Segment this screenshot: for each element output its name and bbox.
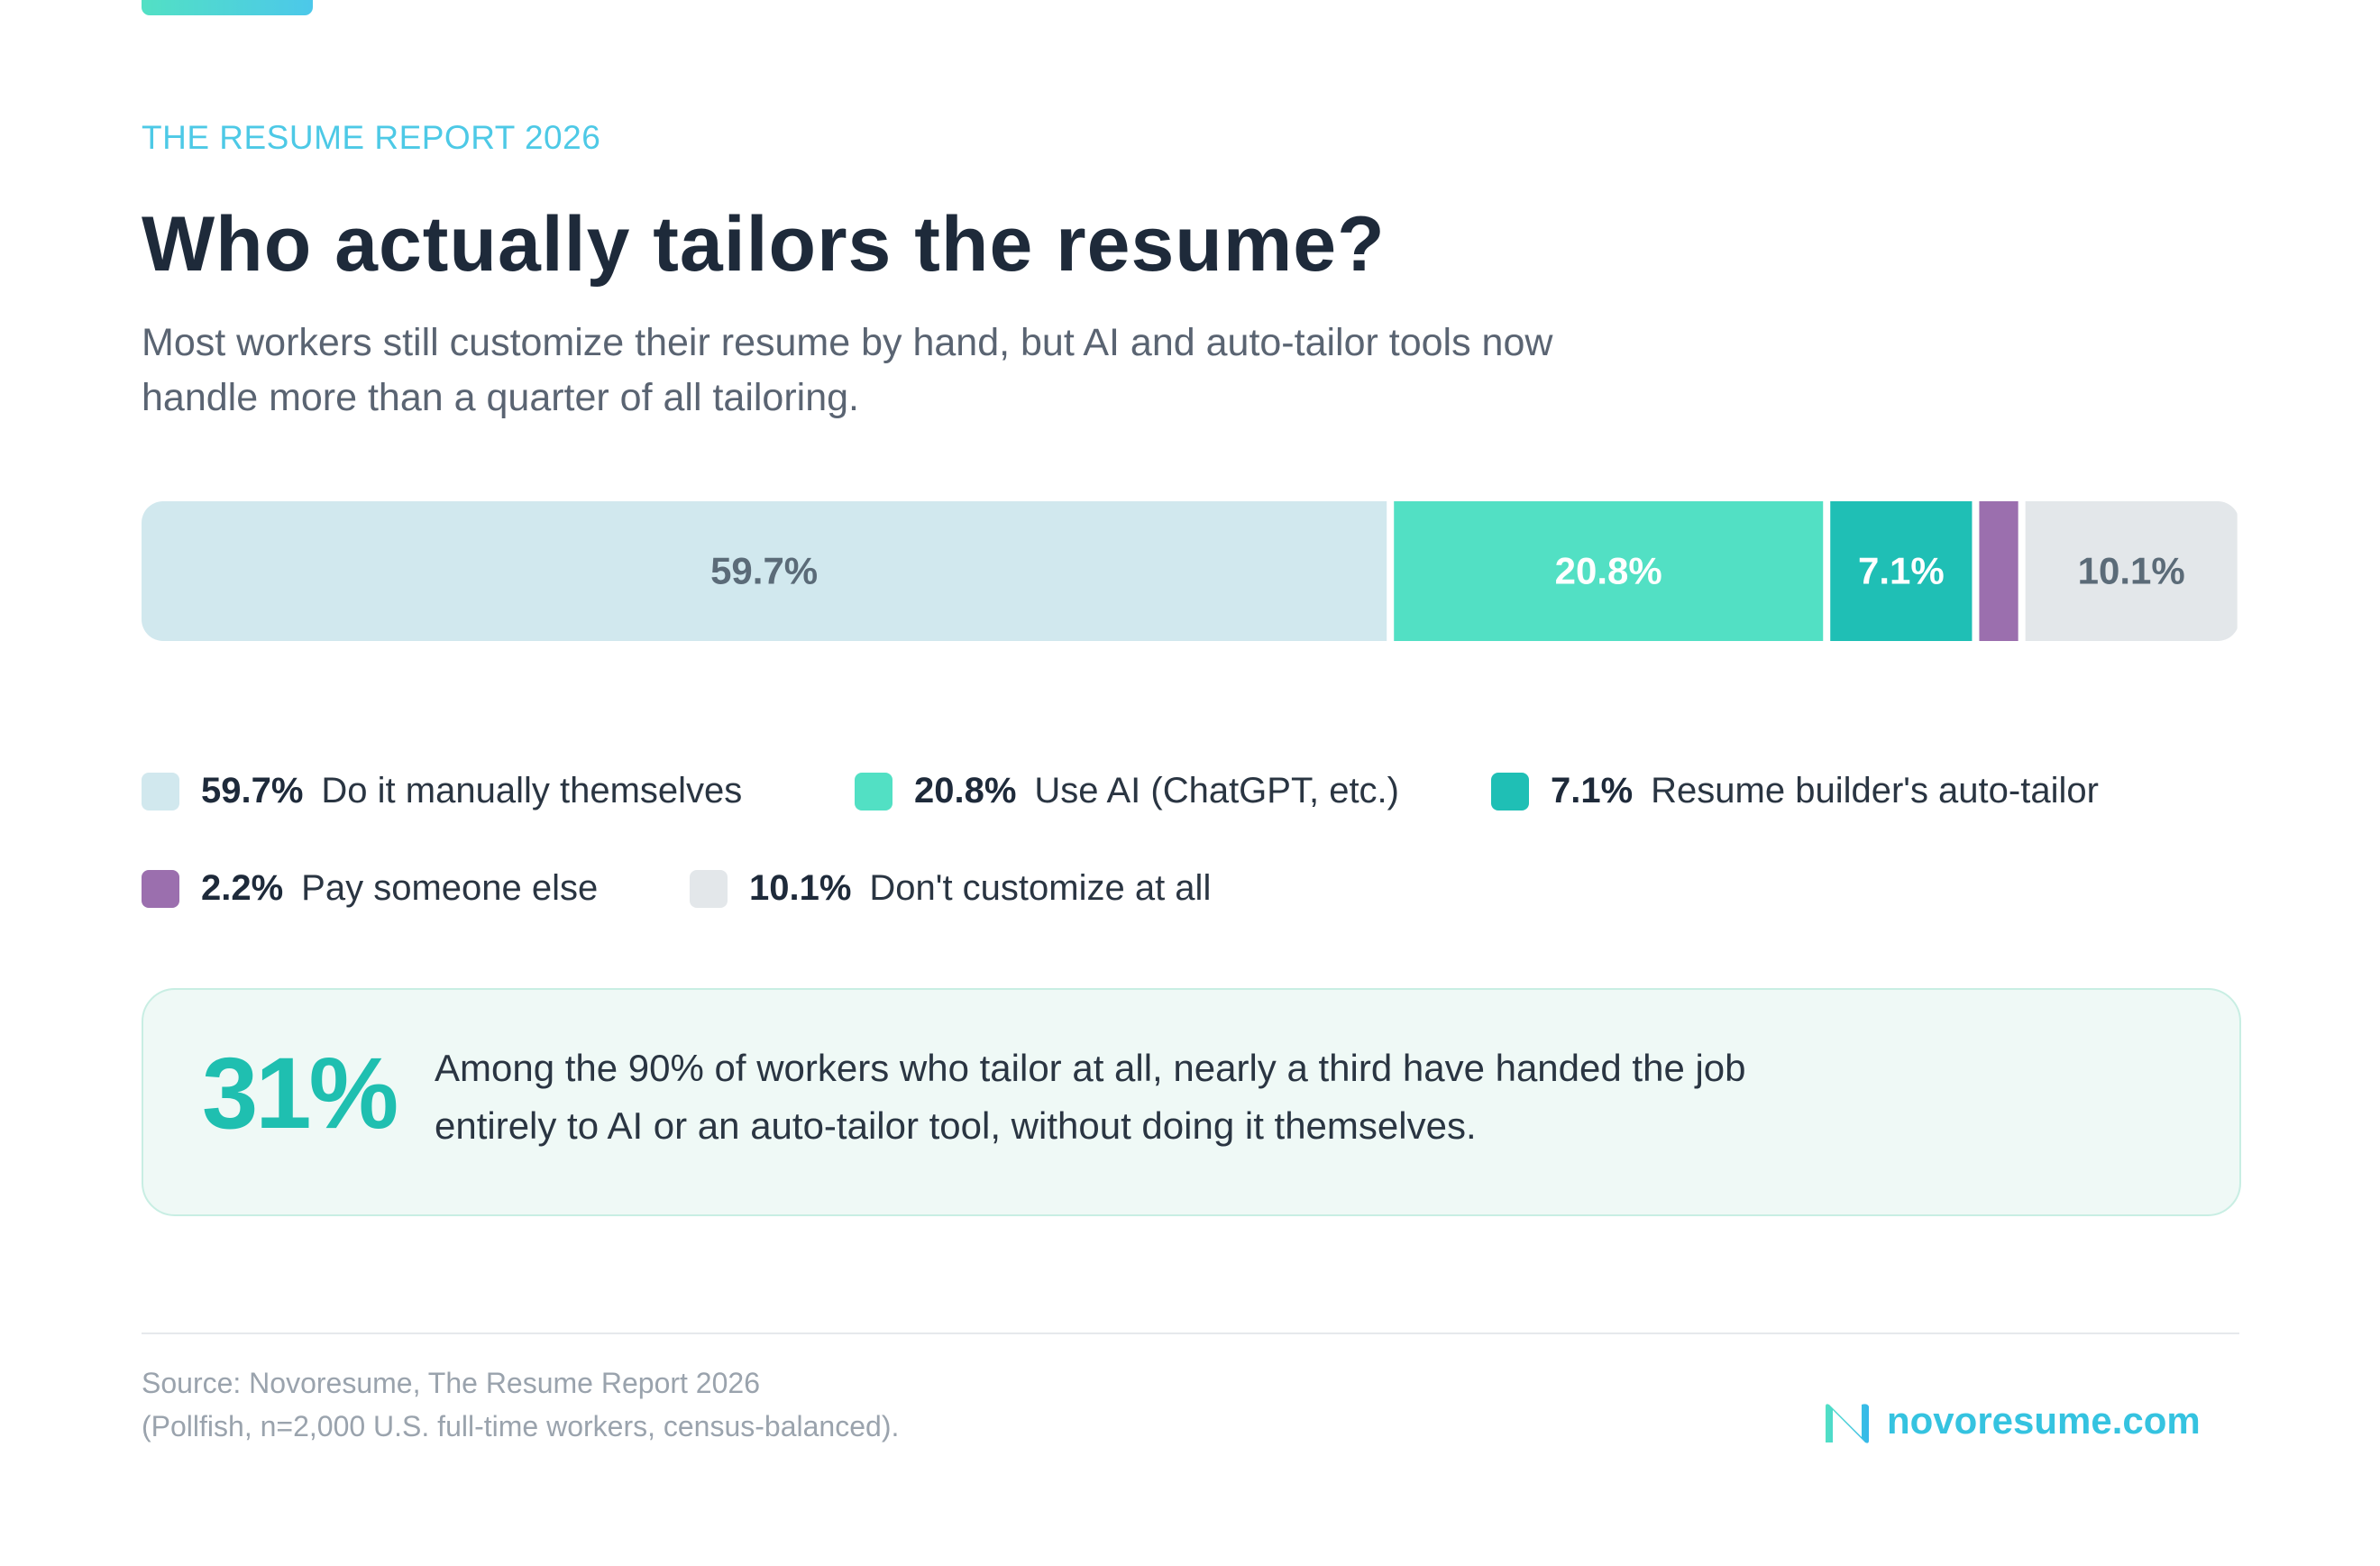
legend-label: Resume builder's auto-tailor [1651, 771, 2099, 810]
callout-text: Among the 90% of workers who tailor at a… [435, 1047, 1746, 1147]
bar-label: 20.8% [1555, 550, 1662, 592]
stacked-bar-chart: 59.7% 20.8% 7.1% 10.1% [142, 501, 2238, 641]
accent-bar [142, 0, 313, 15]
bar-segment [1830, 501, 1973, 641]
legend-value: 10.1% [749, 868, 852, 908]
bar-group [142, 501, 2238, 641]
legend-value: 2.2% [201, 868, 284, 908]
eyebrow: THE RESUME REPORT 2026 [142, 119, 601, 156]
callout-box [142, 988, 2241, 1216]
bar-segment [1394, 501, 1824, 641]
bar-label: 10.1% [2078, 550, 2185, 592]
bar-label: 7.1% [1858, 550, 1945, 592]
legend-label: Don't customize at all [869, 868, 1212, 908]
brand-name: novoresume.com [1887, 1399, 2201, 1442]
legend-item: 2.2% Pay someone else [142, 868, 598, 909]
subtitle: Most workers still customize their resum… [142, 321, 1553, 419]
divider [142, 1332, 2239, 1334]
bar-segment [1979, 501, 2018, 641]
legend-swatch [1491, 772, 1529, 810]
source: Source: Novoresume, The Resume Report 20… [142, 1367, 760, 1399]
legend-label: Use AI (ChatGPT, etc.) [1034, 771, 1399, 810]
legend-swatch [142, 869, 179, 908]
bar-segment [2025, 501, 2238, 641]
title: Who actually tailors the resume? [142, 201, 1386, 288]
legend-swatch [855, 772, 892, 810]
legend-item: 10.1% Don't customize at all [690, 868, 1211, 909]
legend-value: 7.1% [1551, 771, 1634, 810]
legend-label: Do it manually themselves [321, 771, 743, 810]
bar-label: 59.7% [710, 550, 818, 592]
legend-value: 59.7% [201, 771, 304, 810]
legend-value: 20.8% [914, 771, 1017, 810]
legend-item: 7.1% Resume builder's auto-tailor [1491, 771, 2099, 811]
brand-logo [1826, 1404, 1869, 1443]
bar-segment [142, 501, 1387, 641]
callout-stat: 31% [202, 1037, 398, 1149]
legend-swatch [142, 772, 179, 810]
legend-item: 20.8% Use AI (ChatGPT, etc.) [855, 771, 1399, 811]
legend-label: Pay someone else [301, 868, 599, 908]
method: (Pollfish, n=2,000 U.S. full-time worker… [142, 1410, 900, 1442]
legend-swatch [690, 869, 728, 908]
legend-item: 59.7% Do it manually themselves [142, 771, 742, 811]
